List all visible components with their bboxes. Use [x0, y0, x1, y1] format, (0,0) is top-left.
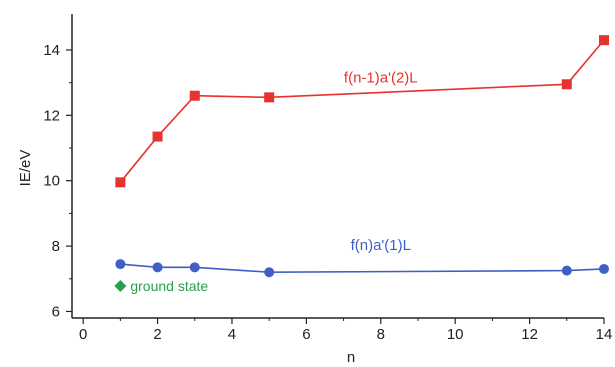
y-tick-label: 10	[43, 173, 60, 190]
y-tick-label: 12	[43, 107, 60, 124]
upper-series-point	[152, 131, 163, 142]
lower-series-point	[152, 262, 163, 273]
x-tick-label: 8	[377, 326, 385, 343]
upper-series-point	[264, 92, 275, 103]
label-layer: 6 8 10 12 14 0 2 4 6 8 10 12 14 n IE/eV f(n-1)a'(2)L f(n…	[17, 42, 612, 366]
y-axis-label: IE/eV	[17, 150, 34, 187]
ground-state-point	[114, 279, 127, 292]
upper-series-point	[115, 177, 126, 188]
lower-series-point	[599, 263, 609, 274]
upper-series-point	[561, 79, 572, 90]
x-tick-label: 12	[521, 326, 538, 343]
lower-series-point	[264, 267, 275, 278]
y-tick-label: 6	[52, 303, 60, 320]
upper-series-point	[599, 35, 609, 46]
x-tick-label: 4	[228, 326, 236, 343]
lower-series-point	[189, 262, 200, 273]
series-layer	[114, 35, 609, 292]
x-axis-label: n	[347, 349, 355, 366]
ground-state-label: ground state	[130, 278, 208, 294]
lower-series-point	[115, 259, 126, 270]
upper-series-point	[189, 90, 200, 101]
x-tick-label: 0	[79, 326, 87, 343]
x-tick-label: 14	[596, 326, 613, 343]
upper-series-label: f(n-1)a'(2)L	[344, 70, 418, 87]
lower-series-line	[120, 263, 605, 274]
x-tick-label: 2	[153, 326, 161, 343]
x-tick-label: 10	[447, 326, 464, 343]
lower-series-point	[561, 265, 572, 276]
x-tick-label: 6	[302, 326, 310, 343]
lower-series-label: f(n)a'(1)L	[351, 237, 411, 254]
upper-series-line	[119, 39, 605, 183]
y-tick-label: 14	[43, 42, 60, 59]
axes-layer	[66, 14, 605, 324]
y-tick-label: 8	[52, 238, 60, 255]
